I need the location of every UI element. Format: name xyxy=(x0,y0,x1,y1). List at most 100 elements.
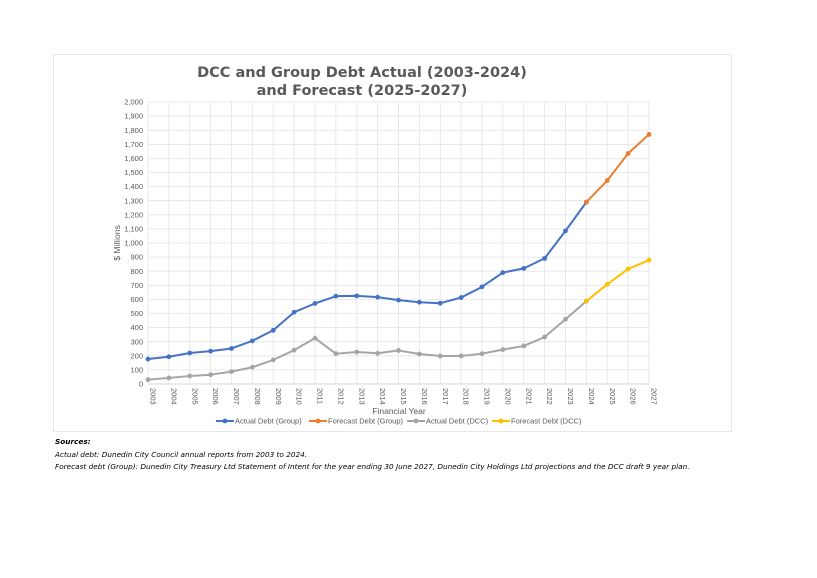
legend-item: Forecast Debt (Group) xyxy=(309,417,404,426)
y-tick-label: 800 xyxy=(130,267,143,276)
x-tick-label: 2013 xyxy=(357,388,366,405)
data-point xyxy=(500,270,506,276)
y-tick-label: 500 xyxy=(130,309,143,318)
sources-note: Sources: Actual debt: Dunedin City Counc… xyxy=(55,436,690,474)
data-point xyxy=(625,266,631,272)
x-tick-label: 2006 xyxy=(211,388,220,405)
data-point xyxy=(333,293,339,299)
series-line xyxy=(585,133,650,203)
legend-label: Forecast Debt (DCC) xyxy=(511,417,582,426)
data-point xyxy=(354,293,360,299)
x-tick-label: 2023 xyxy=(566,388,575,405)
data-point xyxy=(187,373,193,379)
x-tick-label: 2011 xyxy=(316,388,325,404)
data-point xyxy=(166,354,172,360)
series-forecast-debt-dcc xyxy=(583,257,652,304)
data-point xyxy=(396,348,401,353)
data-point xyxy=(563,228,568,234)
x-tick-label: 2007 xyxy=(232,388,241,405)
x-tick-label: 2025 xyxy=(608,388,617,405)
y-tick-label: 2,000 xyxy=(124,98,143,107)
data-point xyxy=(208,372,214,378)
x-tick-label: 2014 xyxy=(378,388,387,405)
data-point xyxy=(583,298,589,304)
series-line xyxy=(147,300,588,381)
data-point xyxy=(145,377,151,383)
y-tick-label: 400 xyxy=(130,323,143,332)
data-point xyxy=(479,351,485,357)
x-tick-label: 2004 xyxy=(169,388,178,405)
data-point xyxy=(479,284,485,290)
y-tick-label: 200 xyxy=(130,351,143,360)
data-point xyxy=(291,309,297,315)
chart-title-line-2: and Forecast (2025-2027) xyxy=(257,83,468,99)
series-lines xyxy=(145,132,652,383)
x-tick-label: 2009 xyxy=(274,388,283,405)
x-tick-label: 2024 xyxy=(587,388,596,405)
y-tick-label: 900 xyxy=(130,253,143,262)
y-tick-label: 1,500 xyxy=(124,168,143,177)
chart-title-line-1: DCC and Group Debt Actual (2003-2024) xyxy=(197,65,527,81)
legend: Actual Debt (Group) Forecast Debt (Group)… xyxy=(216,417,582,426)
data-point xyxy=(375,350,381,356)
x-tick-label: 2022 xyxy=(545,388,554,405)
y-axis-ticks: 0 100 200 300 400 500 600 700 800 900 1,000 1,100 1,… xyxy=(124,98,143,389)
y-tick-label: 1,300 xyxy=(124,196,143,205)
legend-label: Actual Debt (Group) xyxy=(235,417,302,426)
x-axis-ticks: 2003 2004 2005 2006 2007 2008 2009 2010 2011 2012… xyxy=(149,388,659,405)
data-point xyxy=(458,353,464,359)
data-point xyxy=(542,255,548,261)
series-line xyxy=(585,259,650,302)
data-point xyxy=(437,300,443,306)
y-tick-label: 1,900 xyxy=(124,112,143,121)
y-tick-label: 700 xyxy=(130,281,143,290)
legend-label: Actual Debt (DCC) xyxy=(426,417,489,426)
data-point xyxy=(333,351,339,357)
data-point xyxy=(416,299,422,305)
x-tick-label: 2005 xyxy=(190,388,199,405)
y-tick-label: 0 xyxy=(139,380,143,389)
x-axis-title: Financial Year xyxy=(372,406,426,416)
y-tick-label: 300 xyxy=(130,337,143,346)
source-line-forecast: Forecast debt (Group): Dunedin City Trea… xyxy=(55,462,690,472)
data-point xyxy=(145,356,151,362)
x-tick-label: 2018 xyxy=(462,388,471,405)
x-tick-label: 2027 xyxy=(650,388,659,405)
series-forecast-debt-group xyxy=(583,132,652,205)
x-tick-label: 2017 xyxy=(441,388,450,405)
x-tick-label: 2020 xyxy=(503,388,512,405)
data-point xyxy=(646,257,652,263)
x-tick-label: 2019 xyxy=(483,388,492,405)
data-point xyxy=(375,294,381,300)
x-tick-label: 2026 xyxy=(629,388,638,405)
gridlines xyxy=(147,101,650,385)
y-tick-label: 1,400 xyxy=(124,182,143,191)
x-tick-label: 2003 xyxy=(149,388,158,405)
x-tick-label: 2008 xyxy=(253,388,262,405)
x-tick-label: 2010 xyxy=(295,388,304,405)
legend-swatch-marker xyxy=(498,418,504,424)
y-tick-label: 1,100 xyxy=(124,225,143,234)
data-point xyxy=(354,349,360,355)
data-point xyxy=(437,353,443,359)
y-axis-title: $ Millions xyxy=(112,225,122,260)
data-point xyxy=(229,369,234,374)
source-line-actual: Actual debt: Dunedin City Council annual… xyxy=(55,449,308,459)
data-point xyxy=(291,347,297,353)
data-point xyxy=(312,335,318,341)
legend-label: Forecast Debt (Group) xyxy=(328,417,404,426)
data-point xyxy=(416,351,422,357)
data-point xyxy=(625,151,631,156)
y-tick-label: 600 xyxy=(130,295,143,304)
data-point xyxy=(187,350,193,356)
data-point xyxy=(521,265,527,271)
y-tick-label: 1,700 xyxy=(124,140,143,149)
data-point xyxy=(396,297,401,303)
x-tick-label: 2021 xyxy=(524,388,533,405)
data-point xyxy=(542,334,548,340)
data-point xyxy=(563,316,568,322)
legend-item: Actual Debt (Group) xyxy=(216,417,302,426)
data-point xyxy=(249,364,255,370)
x-tick-label: 2015 xyxy=(399,388,408,405)
legend-item: Actual Debt (DCC) xyxy=(407,417,489,426)
